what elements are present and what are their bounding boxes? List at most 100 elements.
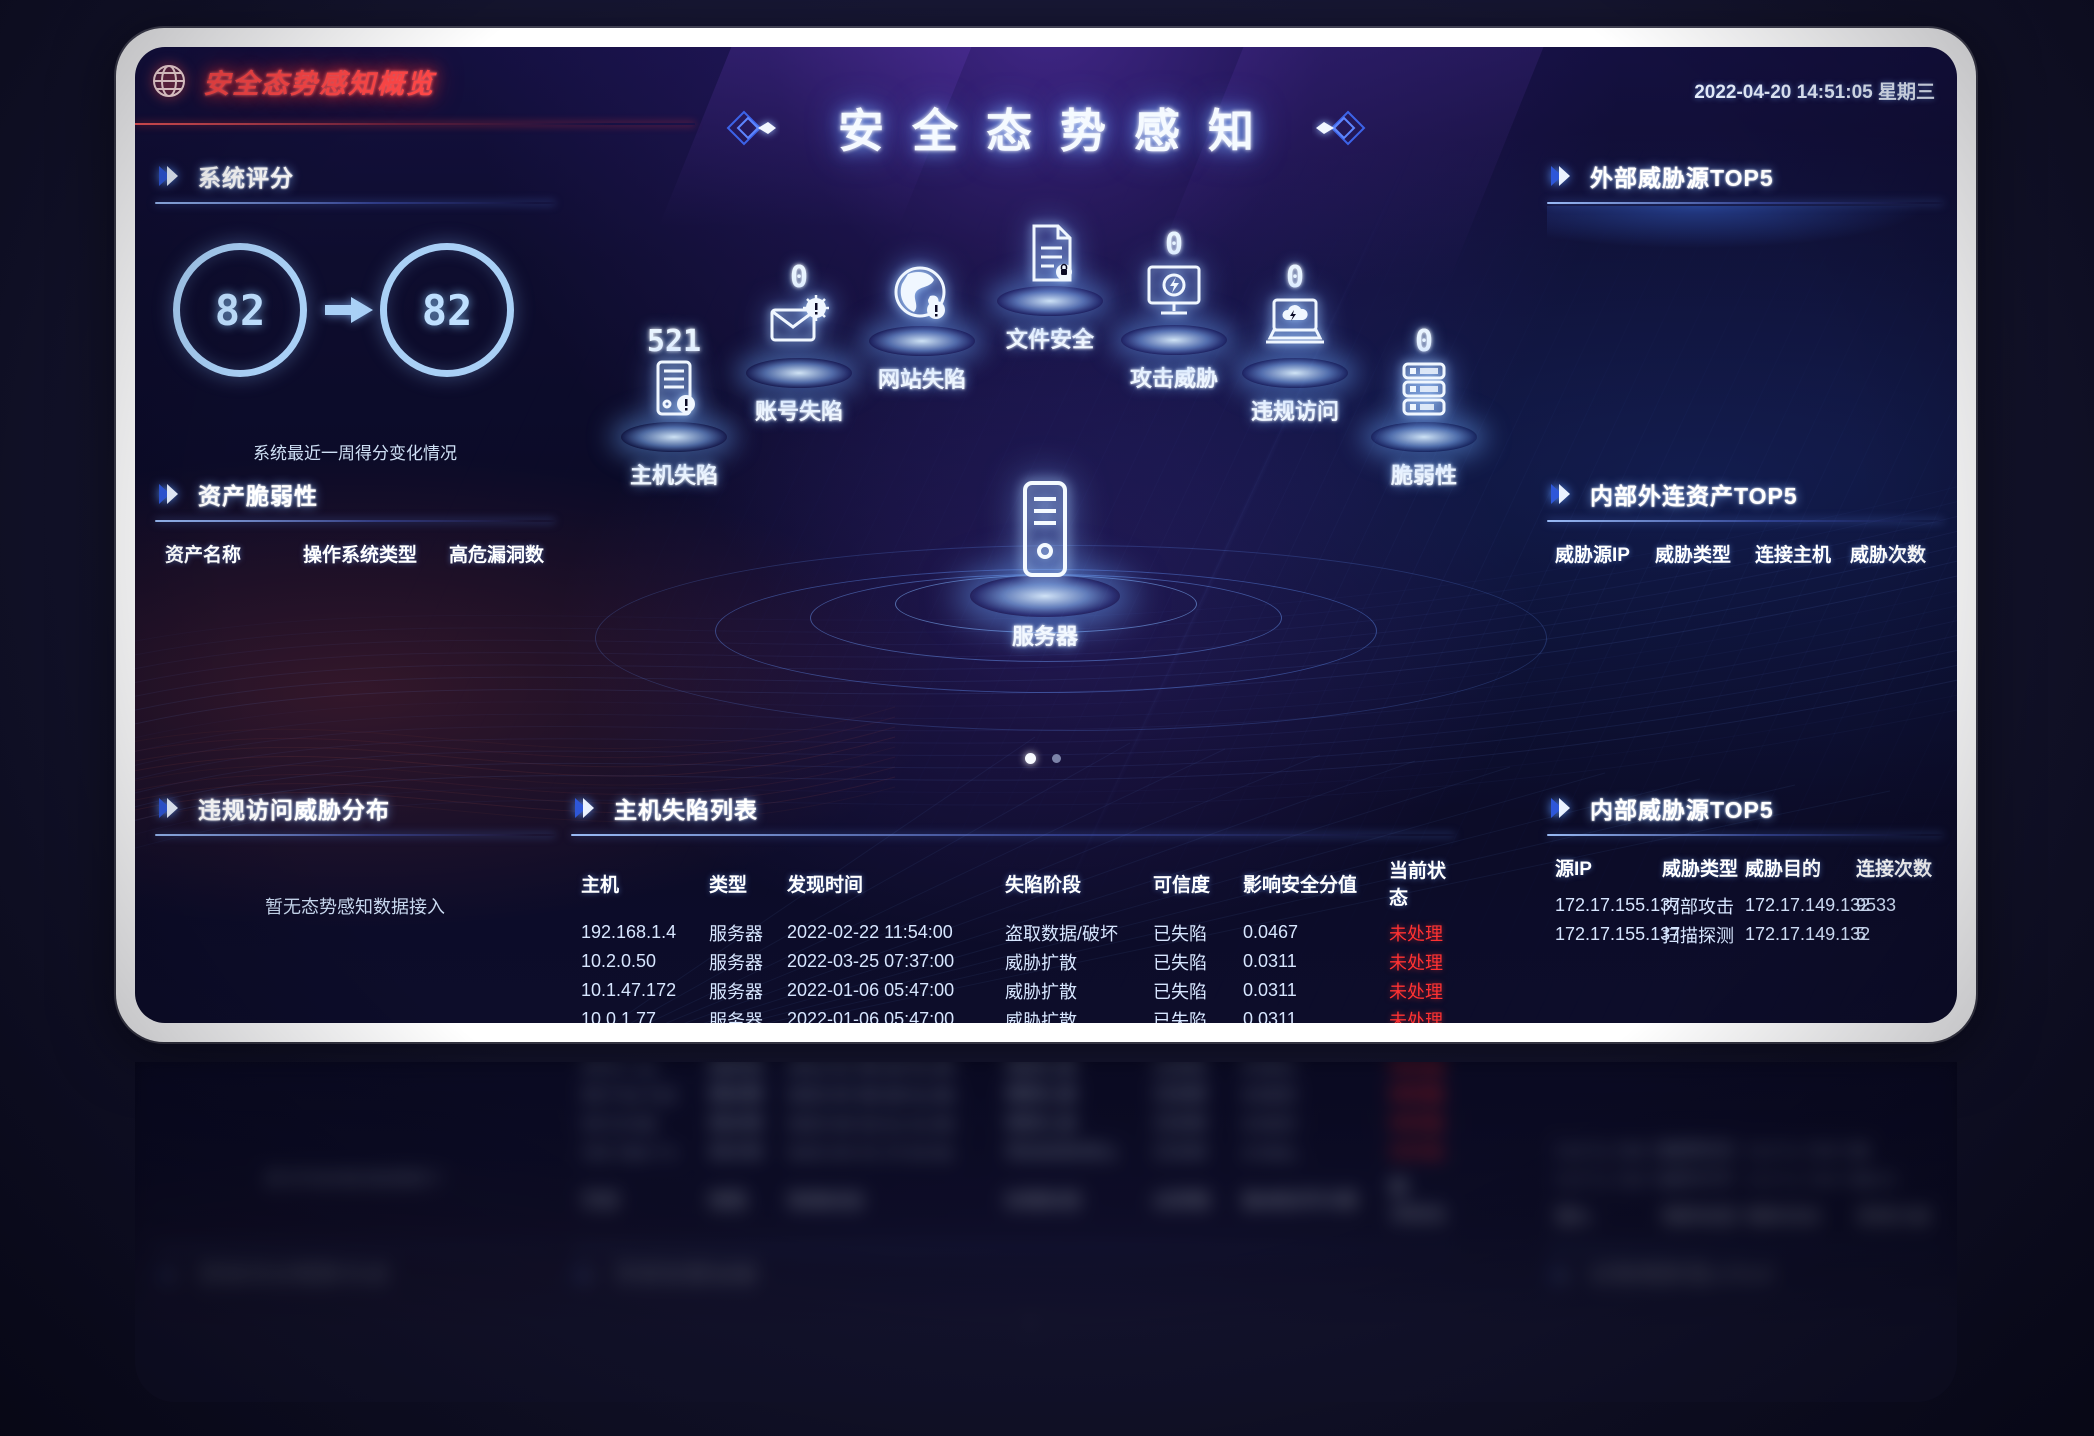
cell-connection-count: 5 bbox=[1856, 924, 1867, 944]
cell-score: 0.0311 bbox=[1243, 951, 1297, 971]
table-row: 10.1.47.172 服务器 2022-01-06 05:47:00 威胁扩散… bbox=[581, 976, 1455, 1005]
file-document-icon bbox=[1032, 224, 1072, 282]
glow-base bbox=[869, 326, 975, 356]
column-header: 连接主机 bbox=[1755, 545, 1832, 566]
column-header: 威胁目的 bbox=[1745, 859, 1822, 880]
cell-stage: 威胁扩散 bbox=[1005, 981, 1077, 1002]
cell-discovery-time: 2022-03-25 07:37:00 bbox=[787, 951, 955, 971]
screen-reflection: 安全态势感知概览 安全态势感知 bbox=[135, 1062, 1957, 1402]
cell-stage: 威胁扩散 bbox=[1005, 1010, 1077, 1024]
table-row: 10.2.0.50 服务器 2022-03-25 07:37:00 威胁扩散 已… bbox=[581, 947, 1455, 976]
score-caption: 系统最近一周得分变化情况 bbox=[253, 444, 457, 463]
column-header: 失陷阶段 bbox=[1005, 874, 1082, 896]
table-row: 172.17.155.137 扫描探测 172.17.149.132 5 bbox=[1555, 920, 1943, 949]
carousel-dots bbox=[1025, 753, 1061, 764]
carousel-dot-2[interactable] bbox=[1052, 754, 1061, 763]
panel-underline bbox=[1547, 834, 1943, 836]
column-header: 威胁类型 bbox=[1655, 545, 1732, 566]
empty-state-text: 暂无态势感知数据接入 bbox=[265, 897, 445, 917]
column-header: 类型 bbox=[709, 874, 748, 896]
chevron-double-icon bbox=[159, 484, 178, 504]
column-header: 资产名称 bbox=[165, 545, 242, 566]
panel-title: 外部威胁源TOP5 bbox=[1590, 165, 1774, 191]
cell-discovery-time: 2022-02-22 11:54:00 bbox=[787, 922, 953, 942]
panel-underline bbox=[571, 834, 1455, 836]
cell-type: 服务器 bbox=[709, 923, 763, 944]
panel-title: 资产脆弱性 bbox=[198, 483, 318, 509]
datetime: 2022-04-20 14:51:05 星期三 bbox=[1694, 82, 1935, 103]
panel-underline bbox=[1547, 202, 1943, 204]
metric-count bbox=[970, 190, 1130, 222]
panel-internal-threat-top5: 内部威胁源TOP5 源IP 威胁类型 威胁目的 连接次数 172.17.155.… bbox=[1547, 791, 1943, 949]
cell-threat-target: 172.17.149.132 bbox=[1745, 924, 1871, 944]
column-header: 威胁类型 bbox=[1662, 859, 1739, 880]
account-mail-icon bbox=[770, 295, 829, 342]
server-label: 服务器 bbox=[1011, 624, 1078, 649]
cell-connection-count: 9533 bbox=[1856, 895, 1897, 915]
column-header: 发现时间 bbox=[787, 874, 864, 896]
cell-type: 服务器 bbox=[709, 981, 763, 1002]
glow-base bbox=[997, 286, 1103, 316]
cell-status: 未处理 bbox=[1389, 1010, 1443, 1024]
server-icon bbox=[1023, 481, 1067, 577]
column-header: 操作系统类型 bbox=[303, 545, 418, 566]
metric-label: 网站失陷 bbox=[877, 367, 966, 392]
glow-base bbox=[621, 422, 727, 452]
cell-type: 服务器 bbox=[709, 952, 763, 973]
chevron-double-icon bbox=[1551, 166, 1570, 186]
panel-underline bbox=[155, 202, 555, 204]
chevron-double-icon bbox=[1551, 798, 1570, 818]
metric-label: 账号失陷 bbox=[754, 399, 843, 424]
vulnerability-stack-icon bbox=[1402, 362, 1446, 416]
cell-credibility: 已失陷 bbox=[1153, 981, 1207, 1002]
panel-internal-outbound-top5: 内部外连资产TOP5 威胁源IP 威胁类型 连接主机 威胁次数 bbox=[1547, 477, 1943, 567]
attack-monitor-icon bbox=[1147, 265, 1201, 315]
panel-title: 主机失陷列表 bbox=[614, 797, 758, 823]
cell-host: 192.168.1.4 bbox=[581, 922, 677, 942]
metric-count: 0 bbox=[1414, 324, 1434, 359]
glow-base bbox=[1371, 422, 1477, 452]
cell-source-ip: 172.17.155.137 bbox=[1555, 924, 1681, 944]
column-header: 威胁源IP bbox=[1555, 545, 1630, 566]
violation-laptop-icon bbox=[1266, 298, 1324, 344]
panel-host-compromise-list: 主机失陷列表 主机 类型 发现时间 失陷阶段 可信度 影响安全分值 当前状态 1… bbox=[571, 791, 1455, 1023]
cell-stage: 盗取数据/破坏 bbox=[1005, 923, 1119, 944]
title-deco-right-icon bbox=[1316, 110, 1366, 146]
cell-credibility: 已失陷 bbox=[1153, 952, 1207, 973]
column-header: 主机 bbox=[581, 874, 620, 896]
column-header: 影响安全分值 bbox=[1243, 874, 1358, 896]
panel-title: 内部威胁源TOP5 bbox=[1590, 797, 1774, 823]
cell-discovery-time: 2022-01-06 05:47:00 bbox=[787, 980, 955, 1000]
metric-vulnerability: 0 脆弱性 bbox=[1344, 326, 1504, 490]
cell-threat-type: 内部攻击 bbox=[1662, 896, 1734, 917]
glow-base bbox=[1121, 325, 1227, 355]
glow-base bbox=[746, 358, 852, 388]
cell-threat-target: 172.17.149.132 bbox=[1745, 895, 1871, 915]
score-comparison: 82 82 系统最近一周得分变化情况 bbox=[155, 229, 555, 479]
arrow-right-icon bbox=[325, 297, 373, 323]
title-deco-left-icon bbox=[726, 110, 776, 146]
table-header-row: 源IP 威胁类型 威胁目的 连接次数 bbox=[1547, 854, 1943, 881]
cell-status: 未处理 bbox=[1389, 923, 1443, 944]
column-header: 威胁次数 bbox=[1850, 545, 1927, 566]
table-row: 10.0.1.77 服务器 2022-01-06 05:47:00 威胁扩散 已… bbox=[581, 1005, 1455, 1023]
cell-credibility: 已失陷 bbox=[1153, 923, 1207, 944]
central-server: 服务器 bbox=[965, 479, 1125, 649]
main-title-row: 安全态势感知 bbox=[135, 95, 1957, 161]
table-row: 192.168.1.4 服务器 2022-02-22 11:54:00 盗取数据… bbox=[581, 918, 1455, 947]
metric-label: 主机失陷 bbox=[629, 463, 718, 488]
column-header: 高危漏洞数 bbox=[449, 545, 545, 566]
carousel-dot-1[interactable] bbox=[1025, 753, 1036, 764]
monitor-bezel: 安全态势感知概览 安全态势感知 bbox=[116, 28, 1976, 1042]
cell-score: 0.0311 bbox=[1243, 1009, 1297, 1023]
panel-system-score: 系统评分 82 82 系统最近一周得分变化情况 bbox=[155, 159, 555, 463]
chevron-double-icon bbox=[575, 798, 594, 818]
website-globe-icon bbox=[894, 266, 946, 319]
page-title: 安全态势感知 bbox=[838, 105, 1282, 157]
cell-score: 0.0311 bbox=[1243, 980, 1297, 1000]
panel-underline bbox=[155, 834, 555, 836]
cell-status: 未处理 bbox=[1389, 952, 1443, 973]
cell-score: 0.0467 bbox=[1243, 922, 1299, 942]
cell-host: 10.1.47.172 bbox=[581, 980, 677, 1000]
